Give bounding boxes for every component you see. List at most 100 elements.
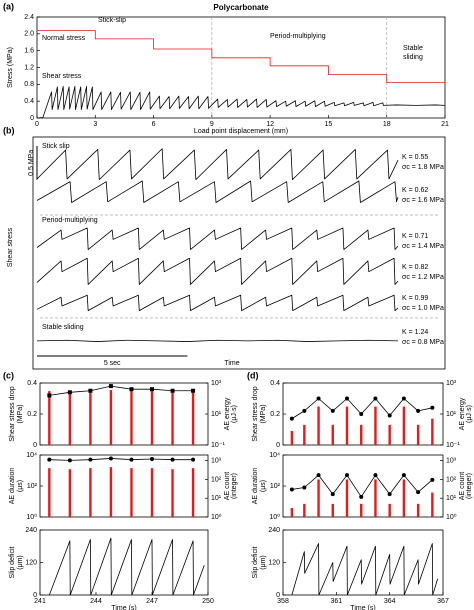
- marker: [316, 473, 321, 478]
- series-name: K = 0.71: [402, 233, 428, 240]
- y-axis-label: Slip deficit: [9, 546, 16, 578]
- series-line: [49, 458, 194, 461]
- bar: [191, 391, 195, 445]
- y2-tick-label: 10⁰: [211, 513, 222, 521]
- marker: [150, 387, 154, 392]
- y-tick-label: 120: [268, 559, 280, 566]
- y-axis-label: (μm): [260, 555, 267, 570]
- panel-label: (c): [3, 370, 14, 380]
- bar: [331, 424, 334, 445]
- y-tick-label: 1.2: [24, 64, 34, 71]
- y-tick-label: 0: [33, 442, 37, 449]
- marker: [401, 473, 406, 478]
- x-axis-label: Time (s): [350, 605, 375, 610]
- y2-axis-label: AE count: [459, 472, 466, 500]
- marker: [108, 384, 113, 389]
- annotation: Period-multiplying: [42, 217, 98, 224]
- y2-axis-label: AE energy: [224, 397, 231, 430]
- y-tick-label: 0: [276, 442, 280, 449]
- y-axis-label: AE duration: [252, 468, 259, 505]
- y-axis-label: AE duration: [9, 468, 16, 505]
- y-tick-label: 0.4: [27, 380, 37, 387]
- y2-axis-label: AE count: [224, 472, 231, 500]
- y-axis-label: Slip deficit: [252, 546, 259, 578]
- y-tick-label: 2.4: [24, 14, 34, 21]
- bar: [68, 392, 72, 445]
- marker: [47, 457, 52, 462]
- marker: [302, 408, 307, 413]
- y2-tick-label: 10⁻¹: [211, 442, 225, 449]
- x-tick-label: 250: [202, 598, 214, 605]
- y2-axis-label: (integer): [466, 473, 473, 499]
- marker: [47, 393, 52, 398]
- y-tick-label: 0: [276, 592, 280, 599]
- bar: [130, 391, 133, 445]
- bar: [317, 406, 320, 445]
- bar: [388, 503, 391, 517]
- bar: [109, 467, 113, 517]
- series-label: σc = 0.8 MPa: [402, 339, 444, 346]
- marker: [416, 408, 421, 413]
- bar: [171, 469, 174, 517]
- marker: [387, 413, 392, 418]
- x-tick-label: 15: [325, 121, 333, 128]
- bar: [345, 479, 349, 517]
- bar: [317, 479, 320, 517]
- scale-bar-label: 5 sec: [104, 360, 121, 367]
- y-tick-label: 0.4: [270, 380, 280, 387]
- y-tick-label: 10²: [270, 483, 281, 490]
- bar: [109, 390, 113, 445]
- y-tick-label: 0.2: [270, 411, 280, 418]
- plot-area: [39, 382, 209, 446]
- x-tick-label: 364: [384, 598, 396, 605]
- x-tick-label: 12: [266, 121, 274, 128]
- x-axis-label: Time: [224, 360, 239, 367]
- x-tick-label: 18: [383, 121, 391, 128]
- x-tick-label: 244: [90, 598, 102, 605]
- y2-axis-label: AE energy: [459, 397, 466, 430]
- series-label: σc = 1.6 MPa: [402, 197, 444, 204]
- series-line: [49, 385, 194, 396]
- x-tick-label: 3: [93, 121, 97, 128]
- bar: [431, 492, 434, 517]
- y2-tick-label: 10¹: [211, 495, 222, 502]
- bar: [48, 391, 51, 445]
- bar: [416, 424, 420, 445]
- y2-tick-label: 10²: [446, 476, 457, 483]
- bar: [402, 479, 406, 517]
- marker: [316, 396, 321, 401]
- marker: [345, 396, 349, 401]
- annotation: Stick slip: [42, 143, 70, 150]
- marker: [289, 416, 294, 421]
- annotation: Stable sliding: [42, 324, 84, 331]
- plot-area: [39, 529, 209, 596]
- series-name: K = 0.62: [402, 187, 428, 194]
- series-line: [36, 86, 446, 119]
- y-tick-label: 0.8: [24, 81, 34, 88]
- series-line: [291, 543, 439, 596]
- y2-tick-label: 10³: [446, 457, 457, 464]
- y-axis-label: Shear stress drop: [9, 386, 16, 441]
- marker: [170, 457, 175, 462]
- series-line: [291, 474, 433, 498]
- y2-tick-label: 10¹: [211, 411, 222, 418]
- annotation: Period-multiplying: [270, 33, 326, 40]
- marker: [67, 458, 72, 463]
- marker: [150, 457, 154, 462]
- panel-label: (d): [247, 370, 259, 380]
- bar: [290, 508, 294, 517]
- marker: [330, 492, 335, 497]
- series-name: K = 0.82: [402, 264, 428, 271]
- bar: [360, 503, 363, 517]
- y-axis-label: (μs): [17, 480, 24, 492]
- marker: [430, 477, 435, 482]
- panel-label: (b): [3, 125, 15, 135]
- series-name: K = 0.55: [402, 154, 428, 161]
- marker: [373, 396, 378, 401]
- y-tick-label: 10⁴: [269, 452, 280, 459]
- y2-axis-label: (integer): [231, 473, 238, 499]
- x-tick-label: 367: [437, 598, 449, 605]
- series-line: [36, 339, 399, 342]
- series-line: [37, 30, 445, 84]
